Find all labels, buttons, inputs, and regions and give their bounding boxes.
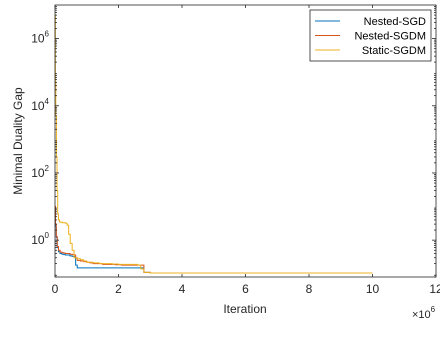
legend-label-static-sgdm: Static-SGDM xyxy=(362,45,426,57)
x-tick-label: 0 xyxy=(52,282,59,296)
y-tick-base: 10 xyxy=(31,99,45,113)
y-tick-label: 100 xyxy=(31,231,49,247)
y-tick-base: 10 xyxy=(31,166,45,180)
x-axis-ticks: 0 2 4 6 8 10 12 xyxy=(52,5,440,296)
legend: Nested-SGD Nested-SGDM Static-SGDM xyxy=(309,9,432,62)
y-tick-base: 10 xyxy=(31,233,45,247)
y-tick-base: 10 xyxy=(31,32,45,46)
legend-label-nested-sgdm: Nested-SGDM xyxy=(354,31,426,43)
x-axis-exponent-base: ×10 xyxy=(412,309,431,321)
x-axis-exponent-label: ×106 xyxy=(412,305,436,321)
x-tick-label: 8 xyxy=(306,282,313,296)
legend-items: Nested-SGD Nested-SGDM Static-SGDM xyxy=(315,16,426,57)
x-axis-label: Iteration xyxy=(223,302,266,316)
x-axis-exponent-power: 6 xyxy=(431,305,436,314)
y-tick-exponent: 6 xyxy=(45,30,50,39)
x-tick-label: 4 xyxy=(179,282,186,296)
x-tick-label: 2 xyxy=(115,282,122,296)
y-tick-label: 106 xyxy=(31,30,49,46)
y-tick-label: 104 xyxy=(31,97,49,113)
y-tick-label: 102 xyxy=(31,164,49,180)
series-line-static-sgdm xyxy=(54,14,373,274)
series-layer xyxy=(54,14,373,274)
x-tick-label: 12 xyxy=(429,282,440,296)
x-tick-label: 6 xyxy=(242,282,249,296)
x-tick-label: 10 xyxy=(366,282,380,296)
legend-label-nested-sgd: Nested-SGD xyxy=(364,16,426,28)
y-tick-exponent: 4 xyxy=(45,97,50,106)
y-tick-exponent: 0 xyxy=(45,231,50,240)
y-tick-exponent: 2 xyxy=(45,164,50,173)
y-axis-label: Minimal Duality Gap xyxy=(11,87,25,195)
